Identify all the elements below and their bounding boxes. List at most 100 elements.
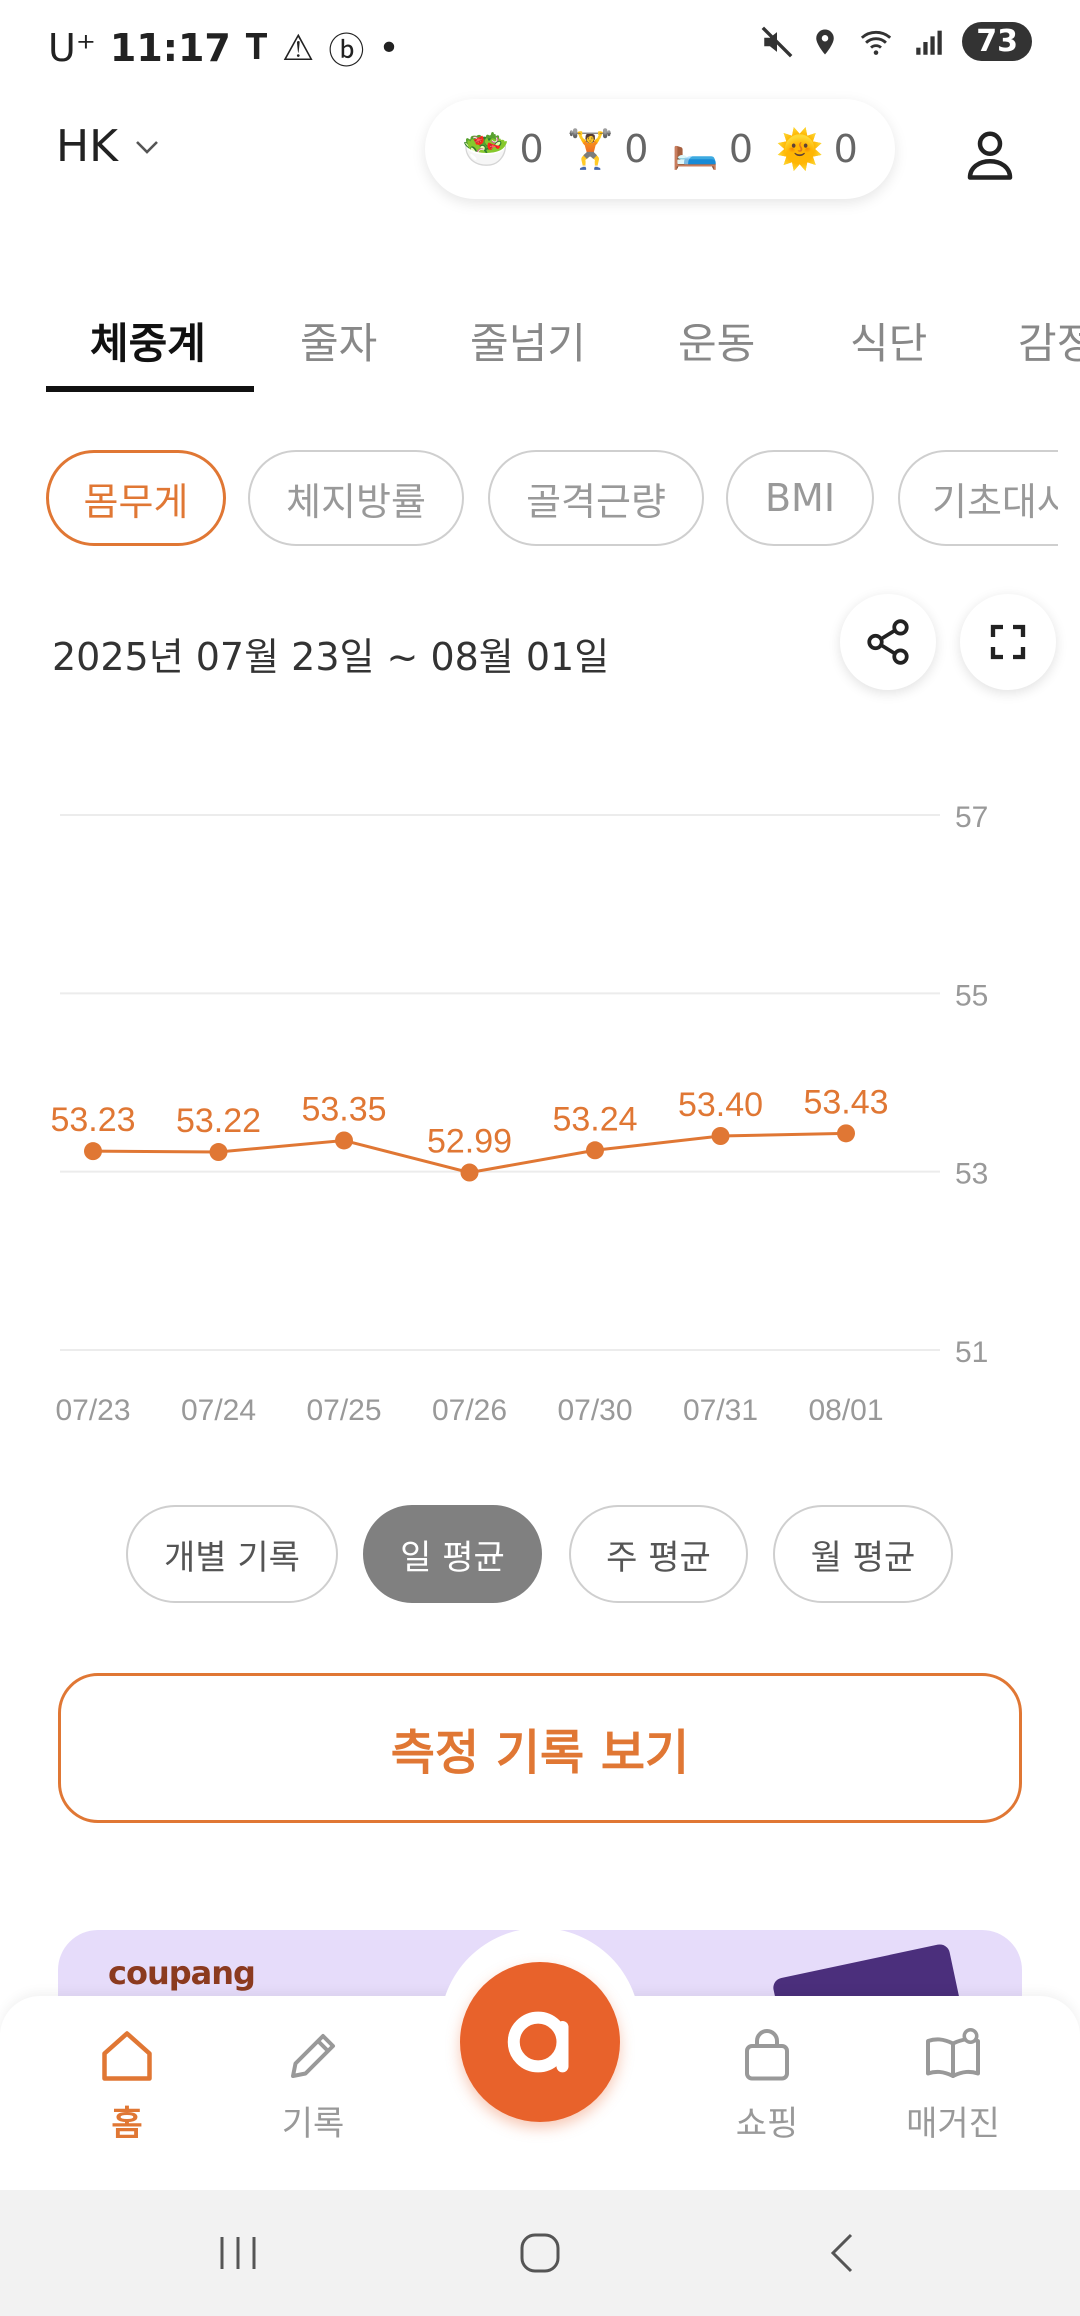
main-action-button[interactable] — [460, 1962, 620, 2122]
weight-chart: 57 55 53 51 53.23 07/23 53.22 07/24 53.35 07/25 52… — [0, 760, 1080, 1460]
home-circle-icon — [520, 2233, 560, 2273]
data-point — [209, 1143, 228, 1162]
tab-emotion[interactable]: 감정 — [1018, 319, 1080, 368]
nav-home[interactable]: 홈 — [52, 2026, 202, 2166]
stat-exercise-value: 0 — [624, 127, 649, 171]
y-tick-label: 57 — [955, 801, 988, 834]
data-label: 53.24 — [552, 1100, 637, 1138]
magazine-icon — [926, 2028, 980, 2078]
nav-magazine-label: 매거진 — [906, 2104, 1000, 2144]
share-icon — [867, 619, 909, 665]
data-label: 53.22 — [176, 1102, 261, 1140]
status-time: 11:17 — [109, 26, 231, 70]
data-label: 53.23 — [50, 1101, 135, 1139]
y-tick-label: 55 — [955, 979, 988, 1012]
x-tick-label: 07/24 — [181, 1394, 256, 1427]
stat-mood-value: 0 — [833, 127, 858, 171]
stat-diet-value: 0 — [519, 127, 544, 171]
stat-diet: 🥗 0 — [462, 127, 544, 172]
mute-icon — [761, 26, 793, 57]
nav-record-label: 기록 — [281, 2104, 345, 2144]
profile-selector[interactable]: HK — [56, 121, 160, 172]
avg-daily-button[interactable]: 일 평균 — [363, 1505, 542, 1603]
data-point — [837, 1124, 855, 1143]
x-tick-label: 07/31 — [683, 1394, 758, 1427]
share-button[interactable] — [840, 594, 936, 690]
avg-monthly-button[interactable]: 월 평균 — [773, 1505, 953, 1603]
category-tabs: 체중계 줄자 줄넘기 운동 식단 감정 — [0, 300, 1080, 395]
b-app-icon: ⓑ — [328, 31, 365, 72]
chip-muscle-mass[interactable]: 골격근량 — [488, 450, 704, 546]
chevron-down-icon — [136, 140, 158, 154]
data-point — [711, 1127, 730, 1145]
y-tick-label: 51 — [955, 1336, 988, 1369]
tmap-icon: 𝐓 — [244, 27, 269, 68]
tab-jump-rope[interactable]: 줄넘기 — [470, 319, 586, 368]
nav-shopping-label: 쇼핑 — [735, 2104, 799, 2144]
bed-icon: 🛏️ — [671, 126, 719, 171]
home-system-button[interactable] — [500, 2220, 580, 2286]
data-label: 53.40 — [678, 1086, 763, 1124]
recents-icon — [220, 2237, 256, 2269]
data-point — [84, 1142, 102, 1161]
data-label: 52.99 — [427, 1123, 512, 1161]
tab-exercise[interactable]: 운동 — [678, 319, 756, 368]
weight-line-chart: 57 55 53 51 53.23 07/23 53.22 07/24 53.35 07/25 52… — [50, 801, 988, 1427]
system-navigation-bar — [0, 2190, 1080, 2316]
avg-weekly-button[interactable]: 주 평균 — [569, 1505, 748, 1603]
fullscreen-button[interactable] — [960, 594, 1056, 690]
daily-stats-pill[interactable]: 🥗 0 🏋️ 0 🛏️ 0 🌞 0 — [425, 99, 895, 199]
pencil-icon — [291, 2034, 335, 2078]
x-tick-label: 07/26 — [432, 1394, 507, 1427]
x-tick-label: 07/23 — [55, 1394, 130, 1427]
date-range: 2025년 07월 23일 ~ 08월 01일 — [52, 635, 610, 679]
x-tick-label: 08/01 — [808, 1394, 883, 1427]
nav-magazine[interactable]: 매거진 — [878, 2026, 1028, 2166]
app-header: HK 🥗 0 🏋️ 0 🛏️ 0 🌞 0 — [0, 95, 1080, 205]
metric-chips: 몸무게 체지방률 골격근량 BMI 기초대사량 — [0, 448, 1058, 548]
data-point — [586, 1141, 604, 1160]
back-button[interactable] — [802, 2220, 882, 2286]
data-point — [460, 1163, 479, 1182]
warning-icon: ⚠ — [282, 27, 315, 69]
stat-sleep-value: 0 — [728, 127, 754, 171]
active-tab-indicator — [46, 386, 254, 392]
chip-body-fat[interactable]: 체지방률 — [248, 450, 464, 546]
chip-bmr[interactable]: 기초대사량 — [898, 450, 1058, 546]
data-point — [335, 1131, 353, 1150]
salad-icon: 🥗 — [462, 126, 510, 171]
nav-home-label: 홈 — [111, 2104, 143, 2144]
stat-sleep: 🛏️ 0 — [672, 127, 754, 172]
chip-bmi[interactable]: BMI — [726, 450, 874, 546]
signal-icon — [916, 30, 942, 55]
x-tick-label: 07/30 — [557, 1394, 632, 1427]
status-bar: U⁺ 11:17 𝐓 ⚠ ⓑ • 73 — [0, 0, 1080, 95]
average-mode-toggle: 개별 기록 일 평균 주 평균 월 평균 — [0, 1505, 1080, 1605]
tab-scale[interactable]: 체중계 — [90, 319, 206, 368]
recents-button[interactable] — [198, 2220, 278, 2286]
y-tick-label: 53 — [955, 1158, 988, 1191]
avg-individual-button[interactable]: 개별 기록 — [126, 1505, 338, 1603]
wifi-icon — [861, 30, 892, 55]
data-label: 53.43 — [803, 1083, 888, 1121]
more-notifications-icon: • — [378, 27, 400, 69]
data-label: 53.35 — [301, 1090, 386, 1128]
nav-record[interactable]: 기록 — [238, 2026, 388, 2166]
home-icon — [102, 2031, 152, 2081]
chip-weight[interactable]: 몸무게 — [46, 450, 226, 546]
tab-tape-measure[interactable]: 줄자 — [300, 319, 378, 368]
stat-mood: 🌞 0 — [776, 127, 858, 172]
profile-name: HK — [56, 121, 118, 172]
tab-diet[interactable]: 식단 — [850, 319, 928, 368]
shopping-bag-icon — [745, 2029, 789, 2081]
x-tick-label: 07/25 — [306, 1394, 381, 1427]
coupang-logo: coupang — [108, 1954, 256, 1992]
nav-shopping[interactable]: 쇼핑 — [692, 2026, 842, 2166]
view-records-button[interactable]: 측정 기록 보기 — [58, 1673, 1022, 1823]
user-profile-icon[interactable] — [960, 125, 1020, 185]
back-icon — [830, 2233, 853, 2273]
location-icon — [816, 29, 834, 54]
app-logo-icon — [507, 2011, 569, 2073]
battery-indicator: 73 — [962, 22, 1032, 61]
stat-exercise: 🏋️ 0 — [567, 127, 649, 172]
